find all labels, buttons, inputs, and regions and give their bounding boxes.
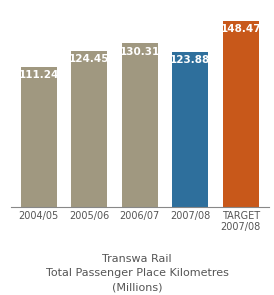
- Text: Transwa Rail
Total Passenger Place Kilometres
(Millions): Transwa Rail Total Passenger Place Kilom…: [45, 254, 229, 292]
- Bar: [172, 52, 209, 206]
- Text: 111.24: 111.24: [19, 71, 59, 81]
- Text: 148.47: 148.47: [220, 24, 261, 34]
- Text: 124.45: 124.45: [69, 54, 110, 64]
- Bar: [222, 21, 259, 206]
- Bar: [21, 67, 57, 206]
- Text: 130.31: 130.31: [120, 47, 160, 57]
- Bar: [122, 43, 158, 206]
- Text: 123.88: 123.88: [170, 55, 210, 65]
- Bar: [71, 51, 107, 206]
